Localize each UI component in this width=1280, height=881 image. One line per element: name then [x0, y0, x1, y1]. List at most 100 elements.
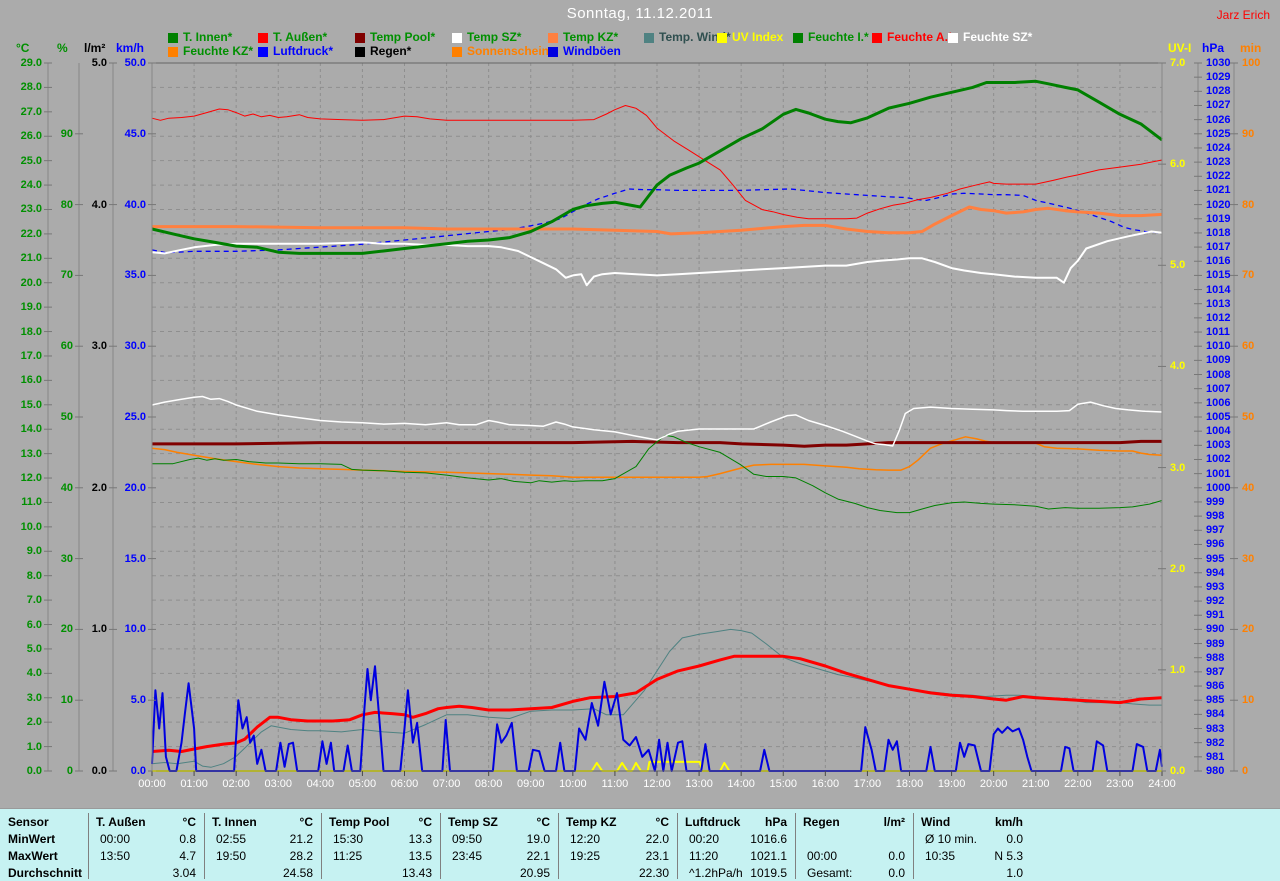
table-max-value: 23.1 — [645, 849, 669, 863]
table-max-value: N 5.3 — [994, 849, 1023, 863]
table-min-time: 12:20 — [570, 832, 601, 846]
legend-item-sonnenschein[interactable]: Sonnenschein — [452, 43, 549, 58]
axis-tick-label-c: 15.0 — [20, 398, 42, 411]
table-divider — [88, 813, 89, 879]
x-axis-label: 19:00 — [937, 778, 966, 790]
axis-tick-label-hpa: 1018 — [1206, 226, 1231, 239]
legend-item-luftdruck[interactable]: Luftdruck* — [258, 43, 333, 58]
table-max-time: 23:45 — [452, 849, 483, 863]
axis-tick-label-c: 25.0 — [20, 154, 42, 167]
legend-swatch-temp_kz — [548, 33, 558, 43]
axis-tick-label-c: 18.0 — [20, 325, 42, 338]
axis-tick-label-c: 28.0 — [20, 81, 42, 94]
legend-item-temp_kz[interactable]: Temp KZ* — [548, 29, 619, 44]
axis-tick-label-c: 7.0 — [26, 594, 42, 607]
x-axis-label: 03:00 — [264, 778, 293, 790]
table-divider — [204, 813, 205, 879]
axis-tick-label-kmh: 10.0 — [124, 623, 146, 636]
axis-tick-label-c: 23.0 — [20, 203, 42, 216]
legend-item-uv[interactable]: UV Index — [717, 29, 783, 44]
axis-tick-label-c: 8.0 — [26, 569, 42, 582]
axis-tick-label-lm2: 4.0 — [91, 198, 107, 211]
axis-tick-label-uvi: 3.0 — [1170, 461, 1186, 474]
axis-tick-label-hpa: 987 — [1206, 665, 1225, 678]
axis-tick-label-min: 40 — [1242, 481, 1255, 494]
legend-swatch-uv — [717, 33, 727, 43]
table-max-time: 11:20 — [689, 849, 719, 863]
table-max-value: 1021.1 — [750, 849, 787, 863]
legend-item-temp_pool[interactable]: Temp Pool* — [355, 29, 435, 44]
series-luftdruck — [151, 188, 1163, 254]
legend-swatch-sonnenschein — [452, 47, 462, 57]
series-t_aussen — [151, 654, 1163, 753]
legend-item-feuchte_a[interactable]: Feuchte A.* — [872, 29, 953, 44]
legend-label: Luftdruck* — [273, 44, 333, 58]
table-min-value: 0.8 — [179, 832, 196, 846]
legend-label: Temp KZ* — [563, 30, 619, 44]
table-min-time: Ø 10 min. — [925, 832, 978, 846]
legend-item-feuchte_kz[interactable]: Feuchte KZ* — [168, 43, 253, 58]
axis-tick-label-kmh: 15.0 — [124, 552, 146, 565]
axis-tick-label-kmh: 45.0 — [124, 127, 146, 140]
axis-tick-label-pct: 30 — [60, 552, 73, 565]
axis-tick-label-kmh: 40.0 — [124, 198, 146, 211]
axis-tick-label-uvi: 7.0 — [1170, 57, 1186, 69]
axis-tick-label-hpa: 1002 — [1206, 453, 1231, 466]
x-axis-label: 18:00 — [895, 778, 924, 790]
table-max-value: 22.1 — [526, 849, 550, 863]
table-min-value: 1016.6 — [750, 832, 787, 846]
table-sensor-unit: km/h — [994, 815, 1023, 829]
table-avg-value: 1.0 — [1006, 866, 1023, 880]
axis-header-hpa: hPa — [1202, 41, 1225, 55]
table-divider — [558, 813, 559, 879]
legend-item-t_aussen[interactable]: T. Außen* — [258, 29, 327, 44]
table-sensor-unit: l/m² — [883, 815, 905, 829]
series-feuchte_a — [151, 105, 1163, 220]
legend-item-t_innen[interactable]: T. Innen* — [168, 29, 232, 44]
axis-tick-label-pct: 90 — [60, 127, 73, 140]
axis-tick-label-hpa: 1012 — [1206, 311, 1231, 324]
axis-tick-label-hpa: 984 — [1206, 708, 1225, 721]
axis-tick-label-hpa: 998 — [1206, 510, 1225, 523]
axis-tick-label-hpa: 1020 — [1206, 198, 1231, 211]
table-max-time: 11:25 — [333, 849, 363, 863]
table-row-label: Durchschnitt — [8, 866, 83, 880]
series-temp_pool — [152, 439, 1162, 448]
axis-header-kmh: km/h — [116, 41, 145, 55]
legend-item-feuchte_i[interactable]: Feuchte I.* — [793, 29, 869, 44]
table-min-time: 00:00 — [100, 832, 131, 846]
axis-tick-label-lm2: 5.0 — [91, 57, 107, 69]
axis-tick-label-min: 10 — [1242, 694, 1255, 707]
legend-item-temp_wind[interactable]: Temp. Wind* — [644, 29, 731, 44]
table-avg-value: 0.0 — [888, 866, 905, 880]
legend-swatch-temp_sz — [452, 33, 462, 43]
x-axis-label: 04:00 — [306, 778, 335, 790]
legend-label: Temp SZ* — [467, 30, 522, 44]
axis-tick-label-min: 50 — [1242, 411, 1255, 423]
table-sensor-name: Luftdruck — [685, 815, 741, 829]
legend-swatch-feuchte_a — [872, 33, 882, 43]
table-divider — [440, 813, 441, 879]
legend-swatch-windboeen — [548, 47, 558, 57]
legend-item-regen[interactable]: Regen* — [355, 43, 411, 58]
legend-swatch-feuchte_i — [793, 33, 803, 43]
axis-tick-label-pct: 60 — [60, 340, 73, 353]
axis-tick-label-hpa: 1014 — [1206, 283, 1231, 296]
legend-label: Feuchte I.* — [808, 30, 869, 44]
legend-item-temp_sz[interactable]: Temp SZ* — [452, 29, 522, 44]
legend-label: Feuchte A.* — [887, 30, 953, 44]
x-axis-label: 20:00 — [979, 778, 1008, 790]
series-uv — [152, 760, 1162, 772]
table-divider — [913, 813, 914, 879]
legend-item-windboeen[interactable]: Windböen — [548, 43, 621, 58]
axis-tick-label-hpa: 1030 — [1206, 57, 1231, 69]
table-max-value: 0.0 — [888, 849, 905, 863]
legend-item-feuchte_sz[interactable]: Feuchte SZ* — [948, 29, 1032, 44]
table-min-value: 22.0 — [645, 832, 669, 846]
x-axis-label: 09:00 — [516, 778, 545, 790]
axis-tick-label-pct: 20 — [60, 623, 73, 636]
table-divider — [321, 813, 322, 879]
table-min-time: 00:20 — [689, 832, 720, 846]
table-row-label: Sensor — [8, 815, 49, 829]
